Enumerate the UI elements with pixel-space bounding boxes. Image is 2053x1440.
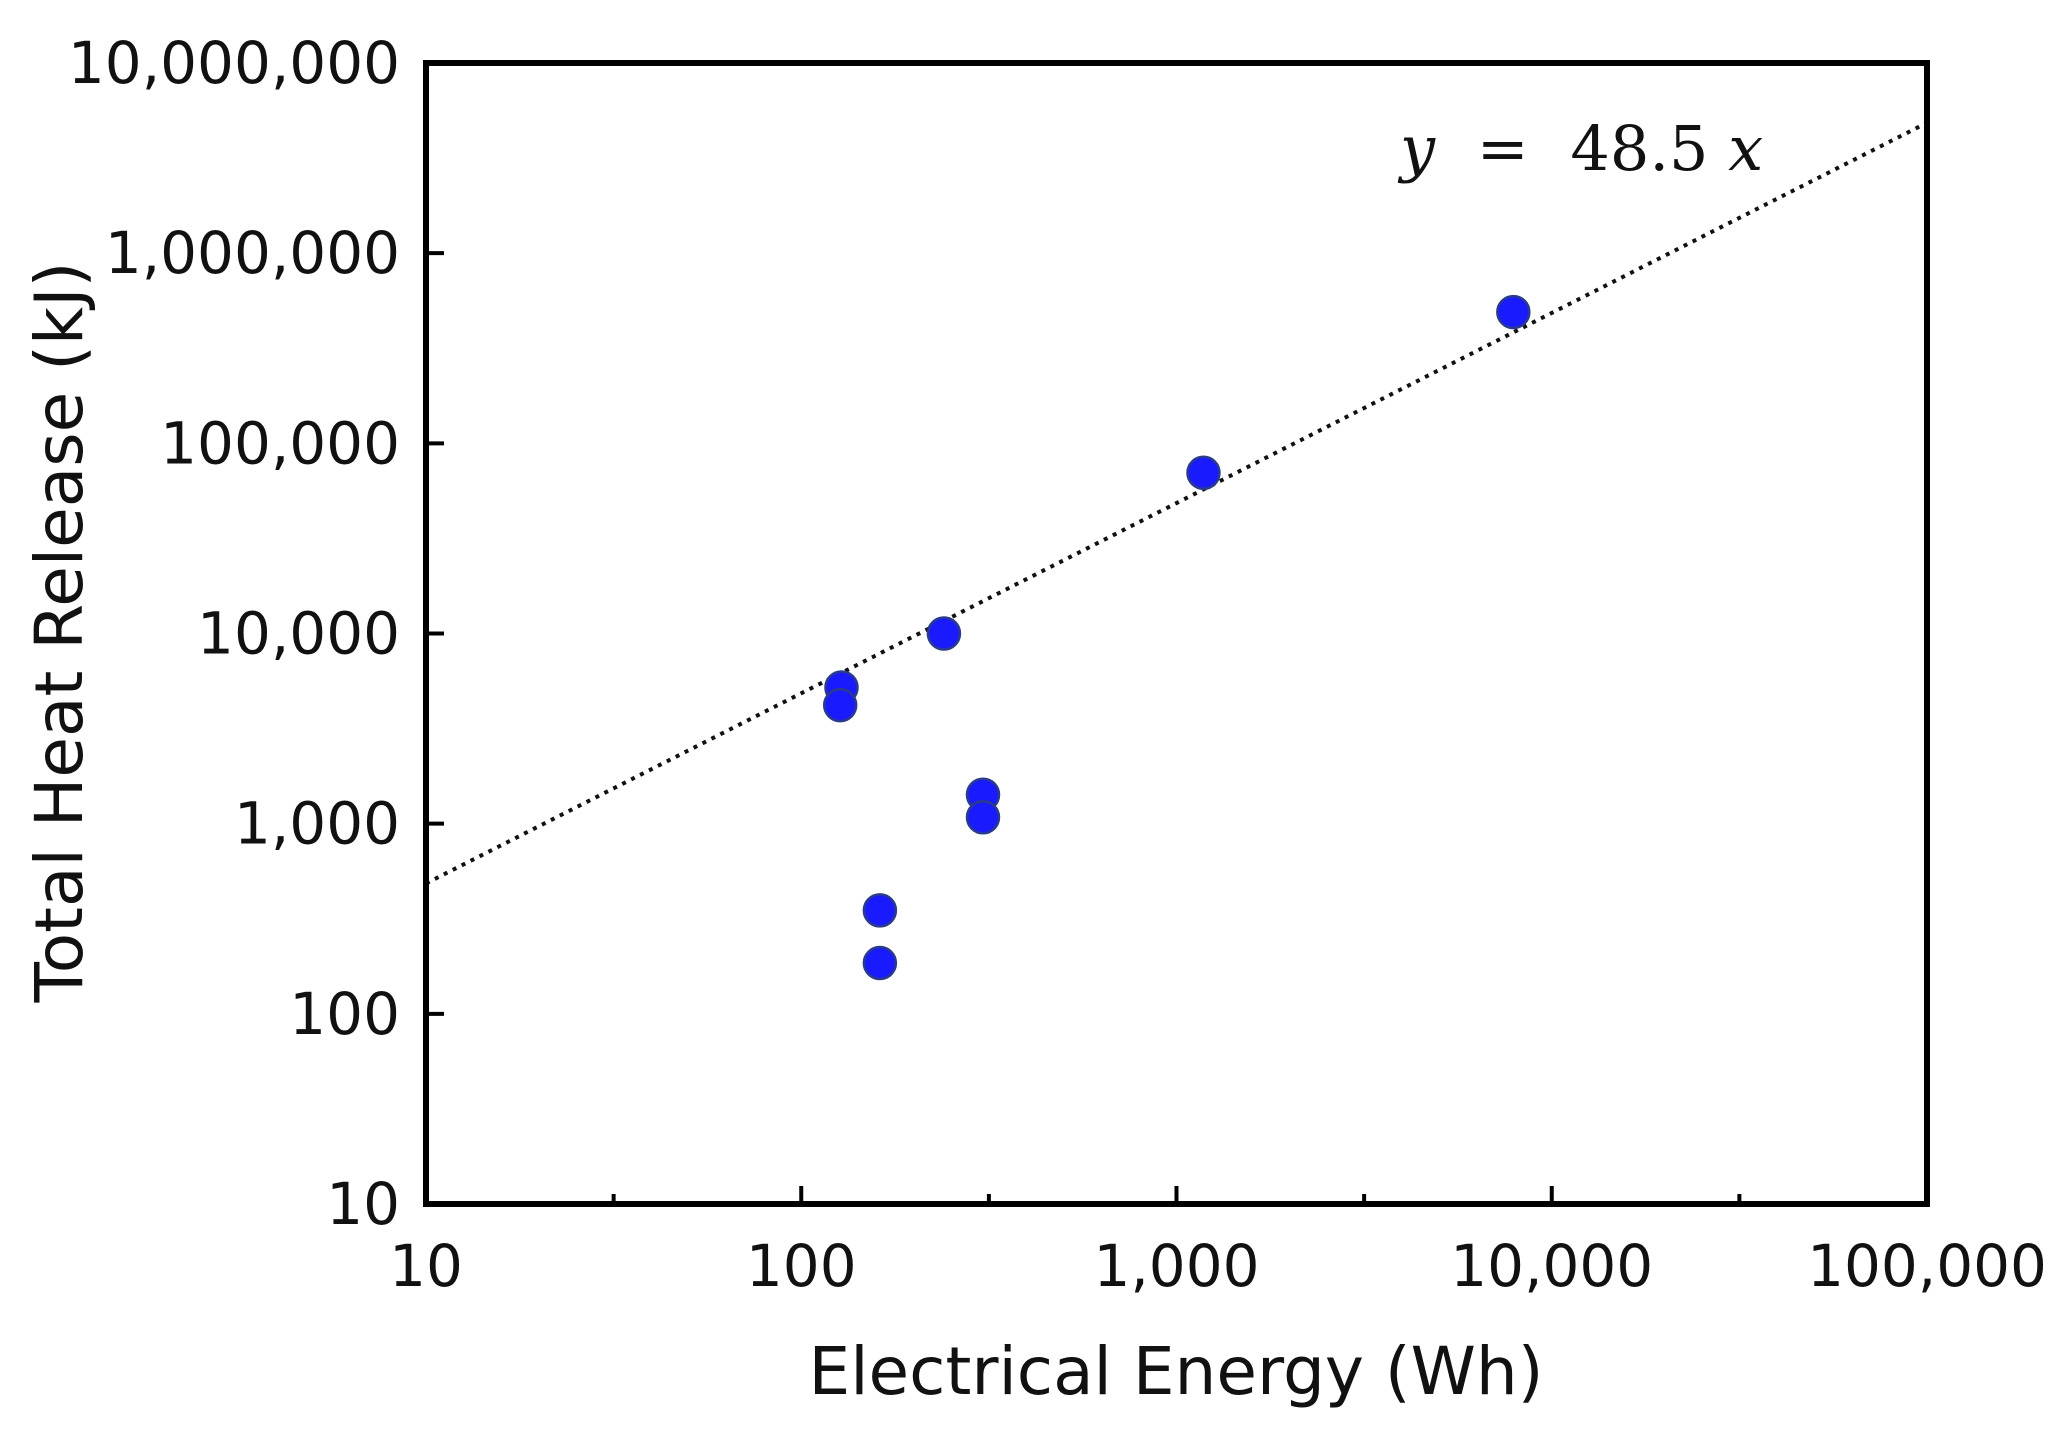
plot-frame-layer (423, 60, 1930, 1207)
y-tick-label: 10,000,000 (68, 29, 400, 97)
data-point (862, 945, 898, 981)
x-tick-label: 100,000 (1807, 1232, 2047, 1300)
data-point (862, 893, 898, 928)
data-point (1496, 294, 1531, 330)
equation-x-var: x (1728, 112, 1763, 185)
data-point (822, 687, 858, 723)
y-tick-label: 100,000 (160, 409, 400, 477)
y-tick-label: 1,000,000 (105, 219, 400, 287)
equation-y-var: y (1397, 112, 1436, 185)
x-tick-label: 10 (389, 1232, 463, 1300)
equation-coefficient: 48.5 (1570, 112, 1708, 185)
y-tick-label: 100 (289, 980, 400, 1048)
fit-line (425, 120, 1928, 886)
x-tick-label: 1,000 (1093, 1232, 1259, 1300)
y-tick-label: 1,000 (234, 790, 400, 858)
data-point (965, 800, 1001, 835)
plot-frame (423, 60, 1930, 1207)
fit-equation-annotation: y = 48.5 x (1397, 112, 1763, 185)
y-axis-label: Total Heat Release (kJ) (21, 262, 98, 1004)
y-tick-label: 10,000 (197, 600, 400, 668)
data-points-layer (822, 294, 1531, 981)
y-ticks-layer: 10 100 1,000 10,000 100,000 1,000,000 10,000,0… (68, 29, 444, 1238)
data-point (1186, 455, 1221, 491)
fit-line-layer (425, 120, 1928, 886)
y-tick-label: 10 (326, 1170, 400, 1238)
x-axis-label: Electrical Energy (Wh) (809, 1333, 1544, 1410)
equation-equals: = (1477, 112, 1529, 185)
x-tick-label: 10,000 (1450, 1232, 1653, 1300)
x-tick-label: 100 (746, 1232, 857, 1300)
x-ticks-layer: 10 100 1,000 10,000 100,000 (389, 1186, 2047, 1300)
data-point (926, 616, 962, 651)
